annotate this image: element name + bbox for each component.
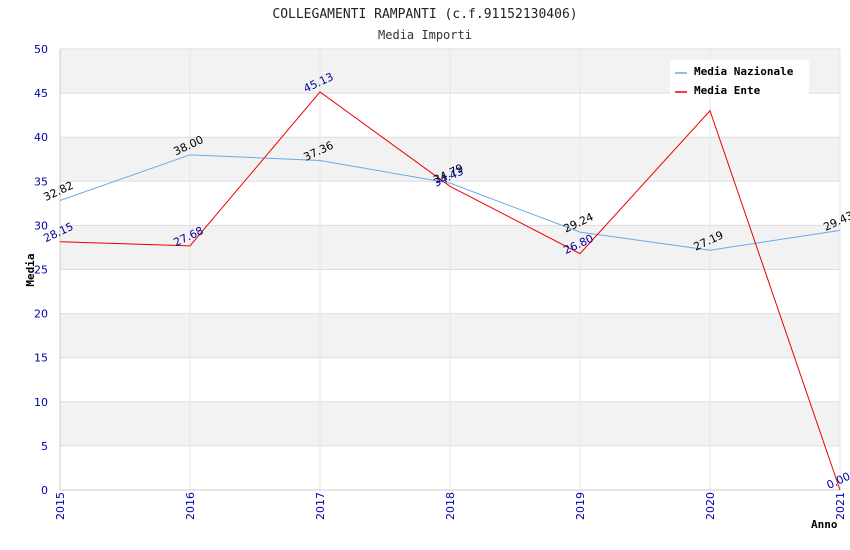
x-tick-label: 2016 (184, 492, 197, 520)
y-tick-label: 5 (41, 440, 48, 453)
x-tick-label: 2015 (54, 492, 67, 520)
x-tick-label: 2018 (444, 492, 457, 520)
y-tick-label: 20 (34, 308, 48, 321)
chart-title: COLLEGAMENTI RAMPANTI (c.f.91152130406) (272, 7, 577, 22)
legend-label-media-ente: Media Ente (694, 84, 761, 97)
y-tick-label: 30 (34, 219, 48, 232)
series-lines (59, 91, 841, 491)
y-tick-label: 35 (34, 175, 48, 188)
y-axis-label: Media (24, 253, 37, 286)
x-tick-label: 2019 (574, 492, 587, 520)
x-tick-labels: 2015 2016 2017 2018 2019 2020 2021 (54, 492, 847, 520)
y-tick-label: 15 (34, 352, 48, 365)
x-tick-label: 2021 (834, 492, 847, 520)
y-tick-label: 40 (34, 131, 48, 144)
series-line-media-nazionale (59, 154, 841, 251)
data-label-media-ente: 0.00 (825, 470, 850, 492)
x-tick-label: 2020 (704, 492, 717, 520)
y-tick-label: 0 (41, 484, 48, 497)
y-tick-label: 25 (34, 264, 48, 277)
y-tick-label: 45 (34, 87, 48, 100)
y-tick-label: 10 (34, 396, 48, 409)
legend: Media Nazionale Media Ente (670, 60, 809, 97)
legend-label-media-nazionale: Media Nazionale (694, 65, 794, 78)
x-axis-label: Anno (811, 518, 838, 531)
series-line-media-ente (59, 91, 841, 491)
y-tick-labels: 0 5 10 15 20 25 30 35 40 45 50 (34, 43, 48, 497)
chart-subtitle: Media Importi (378, 28, 472, 42)
y-tick-label: 50 (34, 43, 48, 56)
legend-box (670, 60, 809, 96)
x-tick-label: 2017 (314, 492, 327, 520)
